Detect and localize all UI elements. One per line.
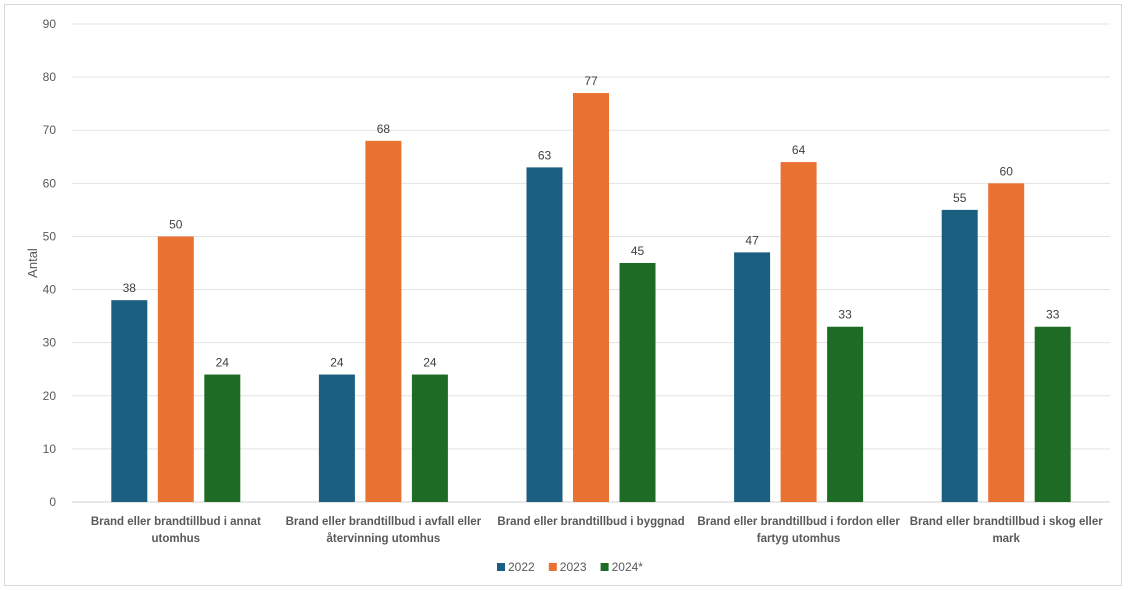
- y-tick-label: 40: [43, 283, 57, 297]
- category-label: Brand eller brandtillbud i avfall eller: [286, 516, 482, 528]
- category-label: mark: [992, 533, 1020, 545]
- bar-2023: [365, 140, 402, 502]
- data-label: 45: [631, 244, 645, 258]
- y-tick-labels: 0 10 20 30 40 50 60 70 80 90: [43, 17, 57, 509]
- legend-swatch: [548, 563, 557, 571]
- y-tick-label: 30: [43, 336, 57, 350]
- y-tick-label: 50: [43, 229, 57, 243]
- category-label: Brand eller brandtillbud i annat: [91, 516, 261, 528]
- category-label: Brand eller brandtillbud i byggnad: [497, 516, 684, 528]
- bar-2023: [573, 93, 609, 503]
- data-label: 68: [377, 122, 391, 136]
- bar-2023: [988, 183, 1025, 503]
- data-label: 55: [953, 191, 967, 205]
- data-label: 50: [169, 217, 183, 231]
- legend-swatch: [497, 563, 505, 571]
- y-tick-label: 0: [49, 495, 56, 509]
- legend-swatch: [600, 563, 609, 571]
- data-label: 33: [838, 308, 852, 322]
- bar-2022: [734, 252, 771, 502]
- legend-label: 2024*: [612, 560, 644, 574]
- y-tick-label: 20: [43, 389, 57, 403]
- bar-2024: [411, 374, 448, 502]
- y-axis-label: Antal: [25, 248, 40, 278]
- category-label: Brand eller brandtillbud i fordon eller: [697, 516, 900, 528]
- data-label: 64: [792, 143, 806, 157]
- y-tick-label: 10: [43, 442, 57, 456]
- bars: [111, 93, 1071, 503]
- category-label: fartyg utomhus: [757, 533, 841, 545]
- bar-2023: [157, 236, 194, 502]
- bar-2022: [526, 167, 563, 502]
- bar-2023: [780, 162, 817, 503]
- bar-2024: [827, 326, 864, 502]
- legend: 2022 2023 2024*: [497, 560, 643, 574]
- category-label: återvinning utomhus: [327, 533, 441, 545]
- y-tick-label: 80: [43, 70, 57, 84]
- data-label: 24: [216, 356, 230, 370]
- y-tick-label: 60: [43, 176, 57, 190]
- bar-2024: [204, 374, 241, 502]
- bar-2024: [619, 263, 656, 502]
- bar-2024: [1034, 326, 1071, 502]
- data-label: 33: [1046, 308, 1060, 322]
- bar-2022: [318, 374, 355, 502]
- bar-2022: [111, 300, 148, 502]
- category-labels: Brand eller brandtillbud i annat utomhus B…: [91, 516, 1103, 545]
- data-label: 24: [423, 356, 437, 370]
- bar-2022: [941, 209, 978, 502]
- data-label: 38: [123, 281, 137, 295]
- legend-label: 2023: [560, 560, 587, 574]
- data-label: 77: [584, 74, 598, 88]
- category-label: utomhus: [152, 533, 201, 545]
- y-tick-label: 90: [43, 17, 57, 31]
- data-labels: 38 50 24 24 68 24 63 77 45 47 64 33 55 60 33: [123, 74, 1060, 369]
- data-label: 24: [330, 356, 344, 370]
- legend-label: 2022: [508, 560, 535, 574]
- data-label: 47: [745, 233, 759, 247]
- y-tick-label: 70: [43, 123, 57, 137]
- category-label: Brand eller brandtillbud i skog eller: [910, 516, 1104, 528]
- gridlines: [72, 23, 1110, 503]
- data-label: 63: [538, 148, 552, 162]
- data-label: 60: [1000, 164, 1014, 178]
